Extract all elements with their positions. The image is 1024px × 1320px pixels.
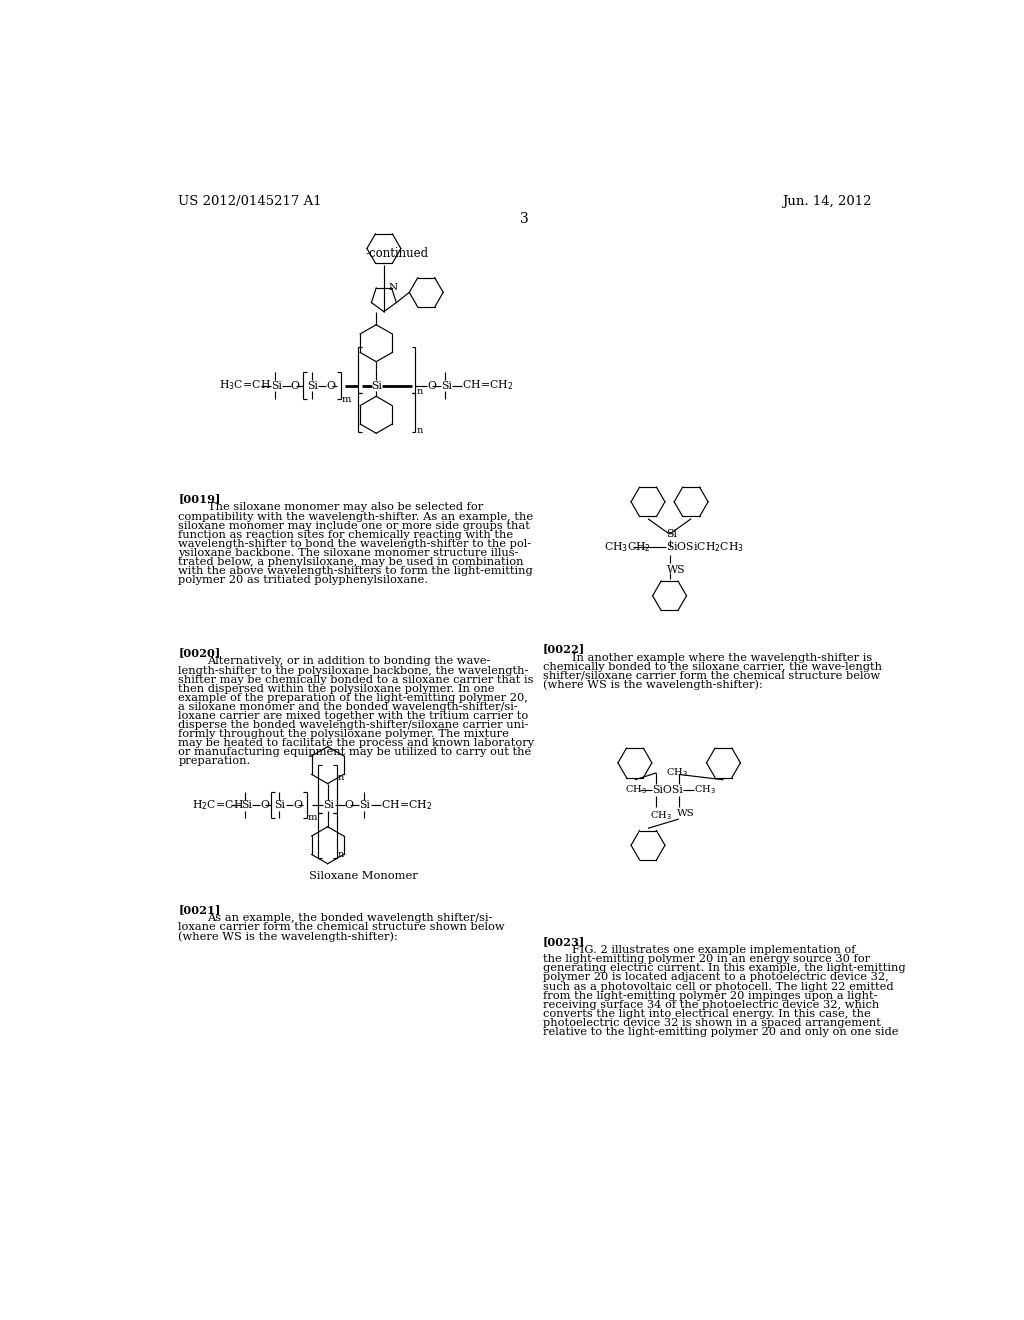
Text: H$_2$C$\!=\!$CH: H$_2$C$\!=\!$CH bbox=[193, 799, 245, 812]
Text: the light-emitting polymer 20 in an energy source 30 for: the light-emitting polymer 20 in an ener… bbox=[543, 954, 869, 965]
Text: n: n bbox=[417, 425, 423, 434]
Text: As an example, the bonded wavelength shifter/si-: As an example, the bonded wavelength shi… bbox=[208, 913, 494, 923]
Text: O: O bbox=[293, 800, 302, 810]
Text: (where WS is the wavelength-shifter):: (where WS is the wavelength-shifter): bbox=[543, 680, 762, 690]
Text: O: O bbox=[260, 800, 269, 810]
Text: siloxane monomer may include one or more side groups that: siloxane monomer may include one or more… bbox=[178, 520, 530, 531]
Text: from the light-emitting polymer 20 impinges upon a light-: from the light-emitting polymer 20 impin… bbox=[543, 990, 877, 1001]
Text: a siloxane monomer and the bonded wavelength-shifter/si-: a siloxane monomer and the bonded wavele… bbox=[178, 702, 518, 711]
Text: n: n bbox=[417, 387, 423, 396]
Text: Siloxane Monomer: Siloxane Monomer bbox=[309, 871, 418, 880]
Text: Si: Si bbox=[372, 380, 382, 391]
Text: n: n bbox=[338, 774, 344, 781]
Text: polymer 20 as tritiated polyphenylsiloxane.: polymer 20 as tritiated polyphenylsiloxa… bbox=[178, 576, 428, 585]
Text: converts the light into electrical energy. In this case, the: converts the light into electrical energ… bbox=[543, 1008, 870, 1019]
Text: In another example where the wavelength-shifter is: In another example where the wavelength-… bbox=[571, 652, 872, 663]
Text: -continued: -continued bbox=[366, 247, 428, 260]
Text: O: O bbox=[291, 380, 300, 391]
Text: Jun. 14, 2012: Jun. 14, 2012 bbox=[781, 195, 871, 209]
Text: may be heated to facilitate the process and known laboratory: may be heated to facilitate the process … bbox=[178, 738, 535, 748]
Text: CH$\!=\!$CH$_2$: CH$\!=\!$CH$_2$ bbox=[381, 799, 432, 812]
Text: CH$_3$CH$_2$: CH$_3$CH$_2$ bbox=[604, 540, 651, 554]
Text: SiOSi: SiOSi bbox=[652, 785, 683, 795]
Text: such as a photovoltaic cell or photocell. The light 22 emitted: such as a photovoltaic cell or photocell… bbox=[543, 982, 893, 991]
Text: O: O bbox=[427, 380, 436, 391]
Text: n: n bbox=[338, 850, 344, 859]
Text: photoelectric device 32 is shown in a spaced arrangement: photoelectric device 32 is shown in a sp… bbox=[543, 1018, 881, 1028]
Text: O: O bbox=[326, 380, 335, 391]
Text: function as reaction sites for chemically reacting with the: function as reaction sites for chemicall… bbox=[178, 529, 513, 540]
Text: H$_3$C$\!=\!$CH: H$_3$C$\!=\!$CH bbox=[219, 379, 271, 392]
Text: receiving surface 34 of the photoelectric device 32, which: receiving surface 34 of the photoelectri… bbox=[543, 999, 879, 1010]
Text: FIG. 2 illustrates one example implementation of: FIG. 2 illustrates one example implement… bbox=[571, 945, 855, 956]
Text: US 2012/0145217 A1: US 2012/0145217 A1 bbox=[178, 195, 322, 209]
Text: length-shifter to the polysiloxane backbone, the wavelength-: length-shifter to the polysiloxane backb… bbox=[178, 665, 528, 676]
Text: disperse the bonded wavelength-shifter/siloxane carrier uni-: disperse the bonded wavelength-shifter/s… bbox=[178, 719, 528, 730]
Text: Si: Si bbox=[274, 800, 286, 810]
Text: with the above wavelength-shifters to form the light-emitting: with the above wavelength-shifters to fo… bbox=[178, 566, 534, 576]
Text: [0020]: [0020] bbox=[178, 647, 220, 659]
Text: wavelength-shifter to bond the wavelength-shifter to the pol-: wavelength-shifter to bond the wavelengt… bbox=[178, 539, 531, 549]
Text: generating electric current. In this example, the light-emitting: generating electric current. In this exa… bbox=[543, 964, 905, 973]
Text: polymer 20 is located adjacent to a photoelectric device 32,: polymer 20 is located adjacent to a phot… bbox=[543, 973, 888, 982]
Text: CH$_3$: CH$_3$ bbox=[625, 783, 647, 796]
Text: N: N bbox=[388, 284, 397, 292]
Text: Si: Si bbox=[359, 800, 370, 810]
Text: chemically bonded to the siloxane carrier, the wave-length: chemically bonded to the siloxane carrie… bbox=[543, 661, 882, 672]
Text: ysiloxane backbone. The siloxane monomer structure illus-: ysiloxane backbone. The siloxane monomer… bbox=[178, 548, 519, 558]
Text: m: m bbox=[342, 395, 351, 404]
Text: Si: Si bbox=[667, 529, 677, 539]
Text: compatibility with the wavelength-shifter. As an example, the: compatibility with the wavelength-shifte… bbox=[178, 512, 534, 521]
Text: relative to the light-emitting polymer 20 and only on one side: relative to the light-emitting polymer 2… bbox=[543, 1027, 898, 1038]
Text: CH$_3$: CH$_3$ bbox=[667, 767, 688, 779]
Text: [0019]: [0019] bbox=[178, 494, 221, 504]
Text: Alternatively, or in addition to bonding the wave-: Alternatively, or in addition to bonding… bbox=[208, 656, 490, 667]
Text: shifter may be chemically bonded to a siloxane carrier that is: shifter may be chemically bonded to a si… bbox=[178, 675, 534, 685]
Text: shifter/siloxane carrier form the chemical structure below: shifter/siloxane carrier form the chemic… bbox=[543, 671, 880, 681]
Text: loxane carrier are mixed together with the tritium carrier to: loxane carrier are mixed together with t… bbox=[178, 711, 528, 721]
Text: Si: Si bbox=[307, 380, 317, 391]
Text: preparation.: preparation. bbox=[178, 756, 251, 767]
Text: Si: Si bbox=[323, 800, 334, 810]
Text: WS: WS bbox=[677, 809, 694, 818]
Text: formly throughout the polysiloxane polymer. The mixture: formly throughout the polysiloxane polym… bbox=[178, 729, 509, 739]
Text: O: O bbox=[345, 800, 353, 810]
Text: example of the preparation of the light-emitting polymer 20,: example of the preparation of the light-… bbox=[178, 693, 528, 702]
Text: 3: 3 bbox=[520, 213, 529, 226]
Text: Si: Si bbox=[270, 380, 282, 391]
Text: [0022]: [0022] bbox=[543, 644, 585, 655]
Text: The siloxane monomer may also be selected for: The siloxane monomer may also be selecte… bbox=[208, 503, 482, 512]
Text: [0023]: [0023] bbox=[543, 936, 585, 948]
Text: SiOSiCH$_2$CH$_3$: SiOSiCH$_2$CH$_3$ bbox=[666, 540, 743, 554]
Text: CH$\!=\!$CH$_2$: CH$\!=\!$CH$_2$ bbox=[462, 379, 513, 392]
Text: loxane carrier form the chemical structure shown below: loxane carrier form the chemical structu… bbox=[178, 921, 505, 932]
Text: Si: Si bbox=[241, 800, 252, 810]
Text: m: m bbox=[307, 813, 317, 822]
Text: (where WS is the wavelength-shifter):: (where WS is the wavelength-shifter): bbox=[178, 931, 398, 941]
Text: CH$_3$: CH$_3$ bbox=[650, 809, 672, 822]
Text: or manufacturing equipment may be utilized to carry out the: or manufacturing equipment may be utiliz… bbox=[178, 747, 531, 758]
Text: then dispersed within the polysiloxane polymer. In one: then dispersed within the polysiloxane p… bbox=[178, 684, 495, 694]
Text: [0021]: [0021] bbox=[178, 904, 221, 915]
Text: trated below, a phenylsiloxane, may be used in combination: trated below, a phenylsiloxane, may be u… bbox=[178, 557, 524, 568]
Text: Si: Si bbox=[441, 380, 452, 391]
Text: WS: WS bbox=[668, 565, 686, 576]
Text: CH$_3$: CH$_3$ bbox=[694, 783, 716, 796]
